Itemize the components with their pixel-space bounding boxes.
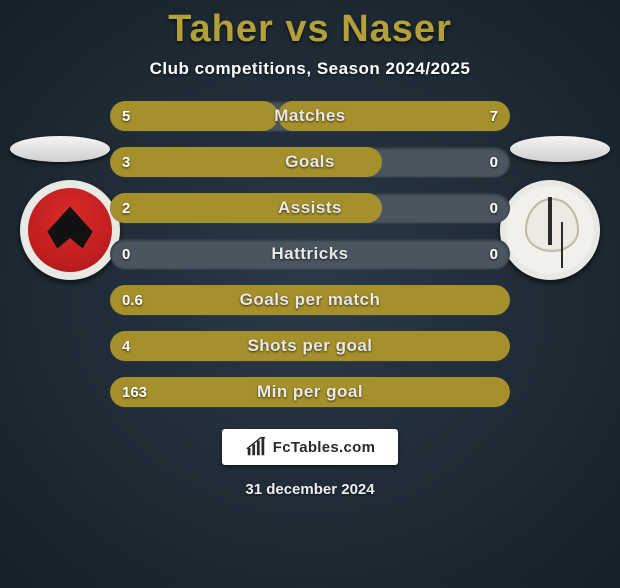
right-club-crest (500, 180, 600, 280)
bar-chart-icon (245, 436, 267, 458)
stat-label: Hattricks (110, 239, 510, 269)
stat-bar: 163Min per goal (110, 377, 510, 407)
stat-label: Goals (110, 147, 510, 177)
title-right: Naser (341, 8, 452, 50)
stat-bar: 20Assists (110, 193, 510, 223)
date: 31 december 2024 (0, 481, 620, 498)
right-oval-decoration (510, 136, 610, 162)
stat-label: Shots per goal (110, 331, 510, 361)
stat-bar: 00Hattricks (110, 239, 510, 269)
title-left: Taher (168, 8, 274, 50)
stat-label: Assists (110, 193, 510, 223)
enppi-crest-icon (506, 186, 594, 274)
al-ahly-crest-icon (28, 188, 112, 272)
stat-bar: 57Matches (110, 101, 510, 131)
fctables-logo-text: FcTables.com (273, 439, 376, 456)
stat-label: Matches (110, 101, 510, 131)
stats-bars: 57Matches 30Goals 20Assists 00Hattricks 0.6G… (110, 101, 510, 407)
stat-label: Min per goal (110, 377, 510, 407)
subtitle: Club competitions, Season 2024/2025 (0, 59, 620, 79)
comparison-title: Taher vs Naser (0, 8, 620, 51)
stat-bar: 30Goals (110, 147, 510, 177)
left-club-crest (20, 180, 120, 280)
title-vs: vs (285, 8, 329, 50)
stat-label: Goals per match (110, 285, 510, 315)
stat-bar: 0.6Goals per match (110, 285, 510, 315)
stat-bar: 4Shots per goal (110, 331, 510, 361)
fctables-logo-card: FcTables.com (222, 429, 398, 465)
left-oval-decoration (10, 136, 110, 162)
